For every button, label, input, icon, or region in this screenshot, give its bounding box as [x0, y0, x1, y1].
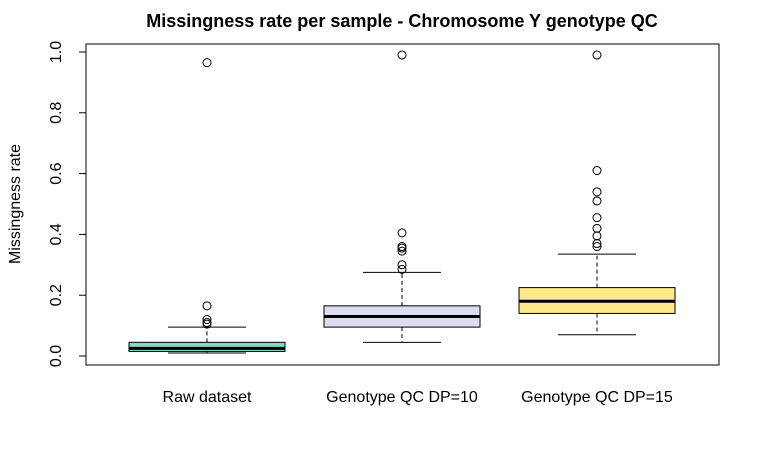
y-tick-label: 0.8	[48, 102, 65, 124]
x-tick-label: Raw dataset	[163, 389, 252, 406]
outlier-point	[397, 260, 407, 270]
y-axis-label: Missingness rate	[7, 144, 24, 264]
box-2	[323, 50, 481, 343]
outlier-point	[202, 58, 212, 68]
box-1	[128, 58, 286, 354]
outlier-point	[592, 223, 602, 233]
y-tick-label: 0.2	[48, 284, 65, 306]
outlier-point	[397, 246, 407, 256]
outlier-point	[592, 242, 602, 252]
x-axis-category-labels: Raw dataset Genotype QC DP=10 Genotype QC …	[163, 389, 673, 406]
y-tick-label: 0.0	[48, 345, 65, 367]
outlier-point	[397, 264, 407, 274]
outlier-point	[592, 213, 602, 223]
y-axis-ticks: 0.0 0.2 0.4 0.6 0.8 1.0	[48, 41, 86, 367]
y-tick-label: 1.0	[48, 41, 65, 63]
boxes-group	[128, 50, 676, 354]
box-3	[518, 50, 676, 336]
outlier-point	[592, 187, 602, 197]
outlier-point	[592, 196, 602, 206]
outlier-point	[202, 301, 212, 311]
y-tick-label: 0.6	[48, 162, 65, 184]
outlier-point	[592, 50, 602, 60]
chart-title: Missingness rate per sample - Chromosome…	[146, 11, 657, 31]
outlier-point	[397, 228, 407, 238]
outlier-point	[592, 166, 602, 176]
outlier-point	[397, 242, 407, 252]
outlier-point	[202, 315, 212, 325]
outlier-point	[202, 318, 212, 328]
x-tick-label: Genotype QC DP=10	[326, 389, 478, 406]
iqr-box	[128, 341, 286, 352]
outlier-point	[397, 50, 407, 60]
y-tick-label: 0.4	[48, 223, 65, 245]
outlier-point	[592, 231, 602, 241]
x-tick-label: Genotype QC DP=15	[521, 389, 673, 406]
